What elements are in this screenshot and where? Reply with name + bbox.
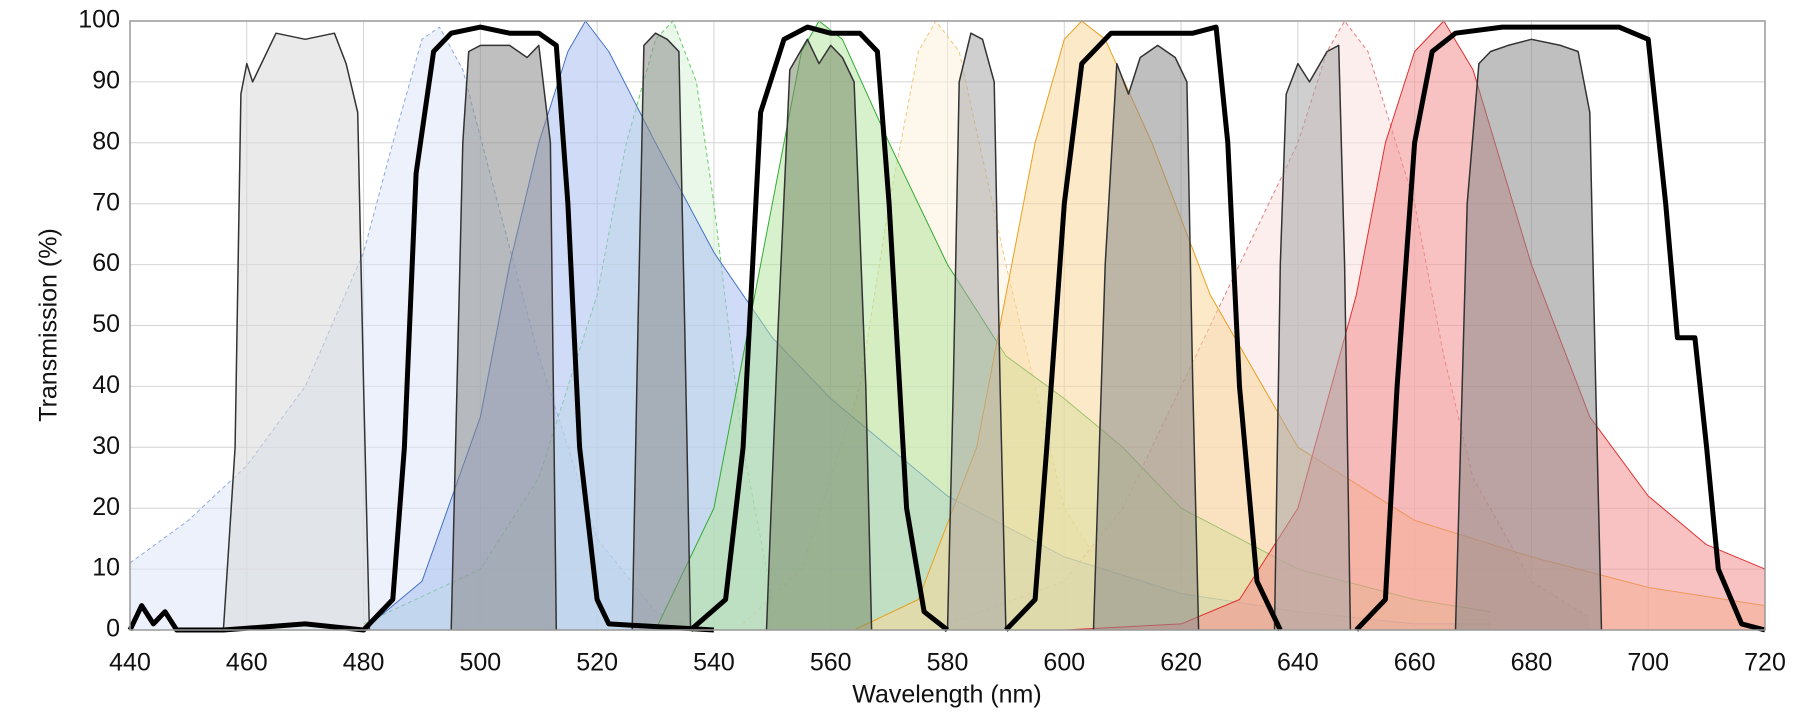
- line: [450, 44, 558, 631]
- plot-frame: [129, 20, 1766, 631]
- x-tick-label: 700: [1627, 649, 1669, 677]
- line: [688, 24, 950, 632]
- line: [1454, 38, 1603, 631]
- line: [222, 32, 371, 631]
- area: [451, 45, 557, 630]
- x-tick-label: 580: [927, 649, 969, 677]
- y-tick-label: 10: [92, 554, 120, 582]
- y-tick-label: 60: [92, 249, 120, 277]
- line: [631, 32, 692, 631]
- x-axis-label: Wavelength (nm): [852, 681, 1041, 709]
- x-tick-label: 620: [1160, 649, 1202, 677]
- x-tick-label: 720: [1744, 649, 1786, 677]
- area: [223, 33, 370, 630]
- x-tick-label: 480: [343, 649, 385, 677]
- x-tick-label: 680: [1511, 649, 1553, 677]
- y-tick-label: 50: [92, 310, 120, 338]
- x-tick-label: 640: [1277, 649, 1319, 677]
- x-tick-label: 600: [1043, 649, 1085, 677]
- line: [765, 38, 873, 631]
- y-tick-label: 30: [92, 432, 120, 460]
- area: [632, 33, 691, 630]
- x-tick-label: 460: [226, 649, 268, 677]
- y-tick-label: 100: [78, 6, 120, 34]
- area: [1455, 39, 1602, 631]
- x-tick-label: 660: [1394, 649, 1436, 677]
- x-tick-label: 540: [693, 649, 735, 677]
- y-axis-label: Transmission (%): [35, 228, 63, 422]
- y-tick-label: 80: [92, 127, 120, 155]
- line: [1273, 44, 1352, 631]
- line: [1354, 24, 1766, 633]
- x-tick-label: 520: [576, 649, 618, 677]
- line: [1004, 24, 1283, 632]
- area: [1093, 45, 1199, 630]
- y-tick-label: 40: [92, 371, 120, 399]
- y-tick-label: 70: [92, 188, 120, 216]
- line: [946, 32, 1007, 631]
- y-tick-label: 90: [92, 67, 120, 95]
- line: [1092, 44, 1200, 631]
- x-tick-label: 560: [810, 649, 852, 677]
- area: [947, 33, 1006, 630]
- x-tick-label: 500: [459, 649, 501, 677]
- line: [1064, 20, 1766, 631]
- line: [127, 24, 715, 633]
- area: [766, 39, 872, 631]
- area: [1274, 45, 1351, 630]
- y-tick-label: 20: [92, 493, 120, 521]
- y-tick-label: 0: [106, 615, 120, 643]
- area: [854, 21, 1765, 630]
- x-tick-label: 440: [109, 649, 151, 677]
